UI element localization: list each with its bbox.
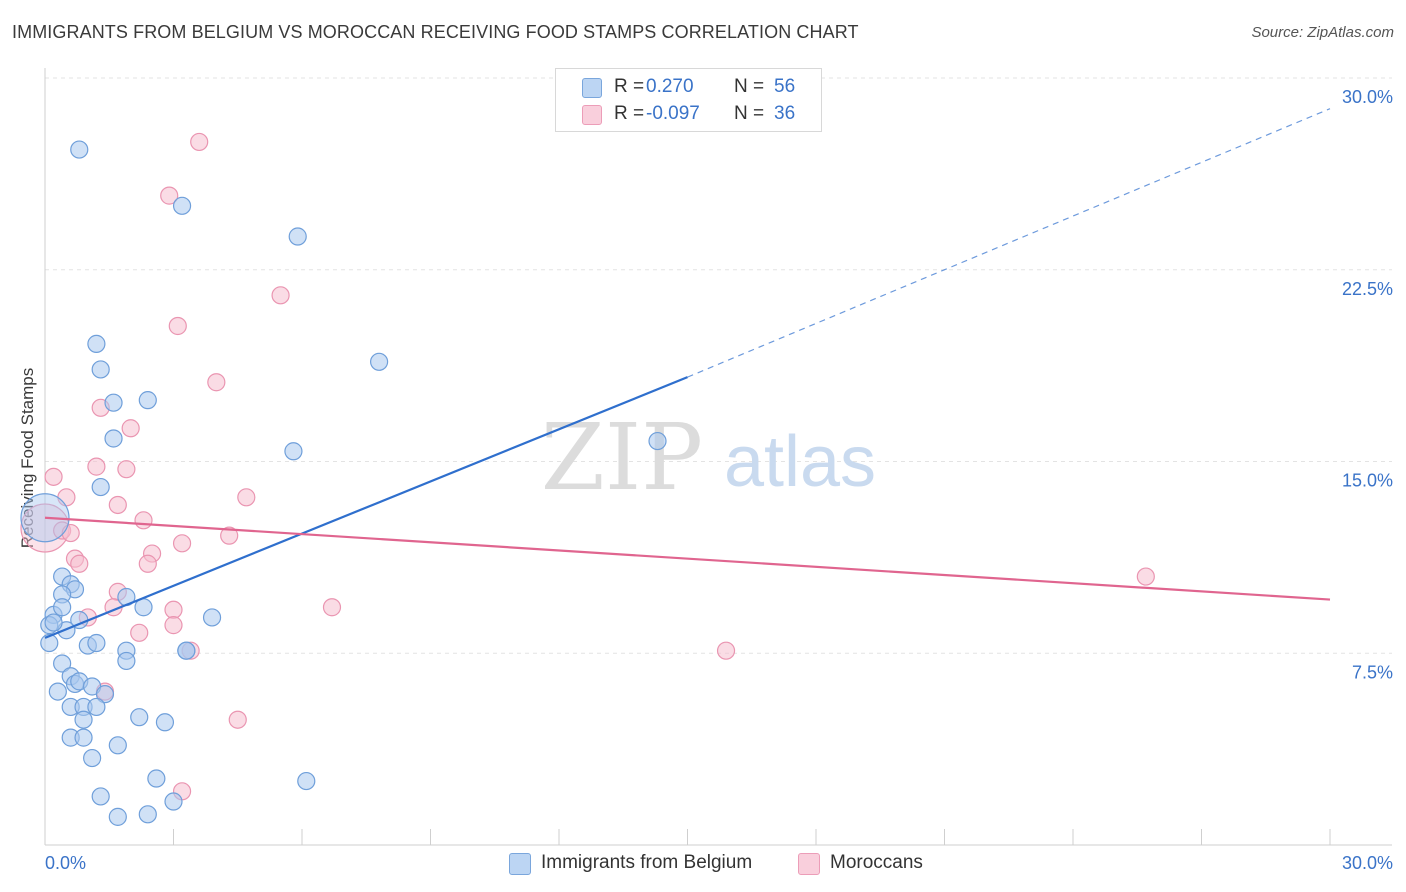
moroccan-point bbox=[138, 554, 157, 573]
belgium-point bbox=[53, 654, 72, 673]
watermark-atlas: atlas bbox=[724, 422, 876, 502]
y-tick-label: 22.5% bbox=[1342, 279, 1393, 299]
moroccan-point bbox=[168, 316, 187, 336]
y-tick-label: 30.0% bbox=[1342, 87, 1393, 107]
belgium-point bbox=[95, 685, 115, 704]
moroccan-point bbox=[237, 488, 256, 507]
belgium-point bbox=[202, 608, 222, 627]
belgium-point bbox=[297, 771, 316, 791]
belgium-point bbox=[87, 633, 106, 653]
moroccan-point bbox=[271, 286, 290, 305]
belgium-point bbox=[40, 633, 59, 653]
trend-lines bbox=[44, 108, 1331, 639]
y-tick-label: 15.0% bbox=[1342, 471, 1393, 491]
watermark-zip: ZIP bbox=[541, 404, 703, 511]
legend-r-value-belgium: 0.270 bbox=[646, 76, 694, 97]
belgium-point bbox=[138, 391, 157, 410]
belgium-point bbox=[138, 805, 157, 824]
legend-n-label: N = bbox=[734, 103, 765, 124]
watermark: ZIP atlas bbox=[541, 404, 876, 511]
belgium-point bbox=[91, 477, 110, 497]
legend-n-label: N = bbox=[734, 76, 765, 97]
moroccan-point bbox=[70, 554, 89, 573]
moroccan-point bbox=[322, 598, 342, 617]
belgium-point bbox=[74, 710, 93, 729]
belgium-point bbox=[83, 748, 102, 768]
belgium-point bbox=[164, 792, 183, 811]
moroccan-point bbox=[190, 132, 209, 152]
chart-title: IMMIGRANTS FROM BELGIUM VS MOROCCAN RECE… bbox=[12, 22, 859, 42]
legend-n-value-belgium: 56 bbox=[774, 76, 796, 97]
moroccan-points bbox=[20, 132, 1155, 801]
legend-r-label: R = bbox=[614, 76, 645, 97]
moroccan-point bbox=[228, 710, 247, 729]
moroccan-point bbox=[220, 526, 239, 545]
moroccan-point bbox=[172, 534, 192, 553]
moroccan-point bbox=[117, 460, 136, 479]
belgium-point bbox=[370, 352, 389, 371]
belgium-point bbox=[91, 787, 110, 806]
belgium-point bbox=[108, 736, 127, 755]
belgium-point bbox=[155, 713, 175, 732]
belgium-point bbox=[53, 598, 72, 617]
belgium-point bbox=[648, 431, 667, 451]
grid-lines bbox=[45, 77, 1392, 654]
moroccan-point bbox=[87, 457, 106, 476]
belgium-point bbox=[87, 697, 106, 717]
bottom-legend-label-belgium: Immigrants from Belgium bbox=[541, 852, 753, 873]
belgium-points bbox=[20, 140, 667, 826]
legend-swatch-moroccan bbox=[582, 105, 602, 125]
moroccan-point bbox=[121, 419, 140, 438]
belgium-point bbox=[130, 708, 149, 727]
belgium-trend-line bbox=[44, 376, 688, 639]
moroccan-point bbox=[164, 616, 183, 635]
bottom-legend-label-moroccan: Moroccans bbox=[830, 852, 923, 873]
x-tick-label: 30.0% bbox=[1342, 853, 1393, 873]
belgium-point bbox=[48, 682, 67, 701]
moroccan-point bbox=[44, 467, 63, 486]
belgium-point bbox=[147, 769, 166, 788]
belgium-point bbox=[104, 393, 123, 412]
legend-r-value-moroccan: -0.097 bbox=[646, 103, 700, 124]
legend-r-label: R = bbox=[614, 103, 645, 124]
belgium-point bbox=[117, 651, 136, 671]
belgium-point bbox=[284, 442, 303, 461]
y-tick-label: 7.5% bbox=[1352, 662, 1393, 682]
bottom-legend-swatch-belgium bbox=[509, 853, 531, 875]
moroccan-point bbox=[108, 495, 127, 515]
moroccan-point bbox=[207, 373, 226, 392]
axes bbox=[44, 68, 1392, 846]
bottom-legend-swatch-moroccan bbox=[798, 853, 820, 875]
belgium-point bbox=[104, 429, 123, 448]
moroccan-point bbox=[1136, 567, 1155, 586]
belgium-point bbox=[87, 334, 106, 353]
belgium-point bbox=[108, 807, 127, 826]
legend-swatch-belgium bbox=[582, 78, 602, 98]
belgium-point bbox=[70, 140, 89, 159]
belgium-point bbox=[91, 360, 110, 379]
correlation-legend: R = 0.270 N = 56 R = -0.097 N = 36 bbox=[555, 68, 822, 132]
tick-labels: 7.5% 15.0% 22.5% 30.0% 0.0% 30.0% bbox=[45, 87, 1393, 873]
moroccan-point bbox=[130, 623, 149, 642]
x-tick-label: 0.0% bbox=[45, 853, 86, 873]
belgium-trend-extension bbox=[687, 108, 1331, 378]
source-label: Source: ZipAtlas.com bbox=[1251, 24, 1394, 41]
belgium-point bbox=[172, 196, 192, 215]
belgium-point bbox=[44, 613, 63, 632]
moroccan-trend-line bbox=[44, 516, 1331, 601]
moroccan-point bbox=[160, 186, 179, 205]
belgium-point bbox=[74, 728, 93, 747]
belgium-point bbox=[288, 227, 307, 246]
belgium-point bbox=[177, 641, 196, 660]
moroccan-point bbox=[716, 641, 736, 660]
moroccan-point bbox=[134, 511, 153, 530]
legend-n-value-moroccan: 36 bbox=[774, 103, 796, 124]
moroccan-point bbox=[164, 600, 183, 619]
